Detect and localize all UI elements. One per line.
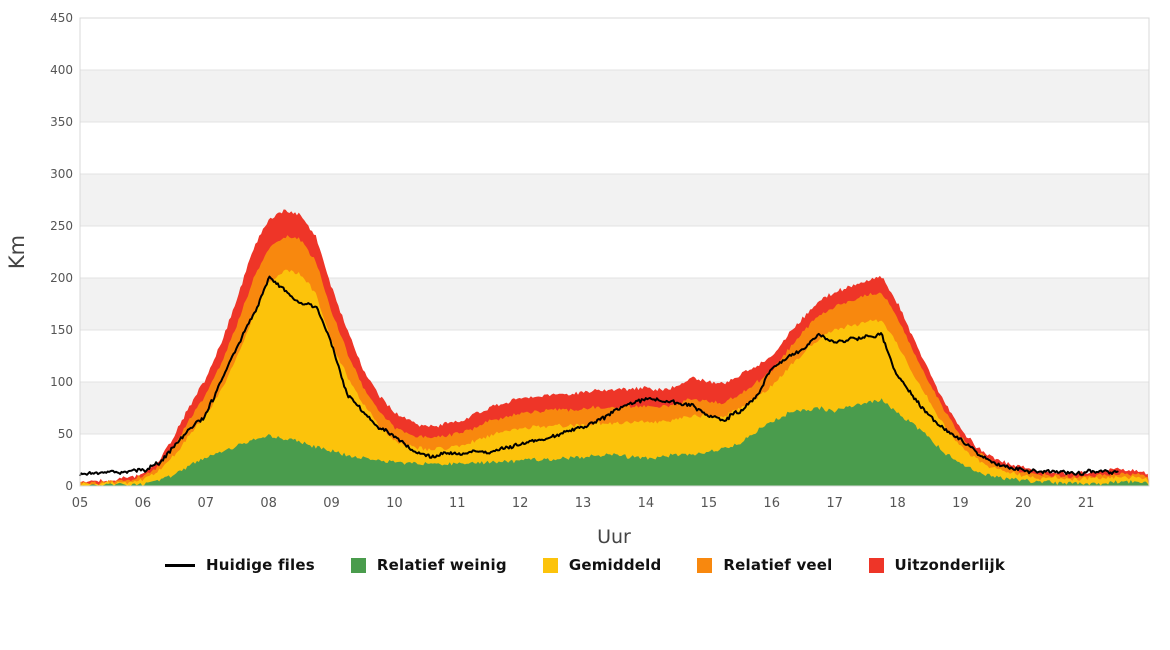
y-tick-label-50: 50 bbox=[58, 427, 73, 441]
y-tick-label-400: 400 bbox=[50, 63, 73, 77]
area-series-group bbox=[80, 209, 1149, 486]
legend-color-swatch-icon bbox=[350, 557, 366, 573]
x-tick-label-21: 21 bbox=[1078, 496, 1095, 511]
stripe-band bbox=[80, 70, 1149, 122]
y-tick-label-0: 0 bbox=[65, 479, 73, 493]
legend-item-label: Relatief veel bbox=[723, 556, 833, 574]
x-tick-label-13: 13 bbox=[575, 496, 592, 511]
x-tick-label-07: 07 bbox=[197, 496, 214, 511]
legend-color-swatch-icon bbox=[697, 557, 713, 573]
y-tick-label-150: 150 bbox=[50, 323, 73, 337]
y-tick-label-350: 350 bbox=[50, 115, 73, 129]
legend-line-swatch-icon bbox=[164, 563, 195, 567]
x-tick-label-15: 15 bbox=[701, 496, 718, 511]
x-tick-label-19: 19 bbox=[952, 496, 969, 511]
legend-item-uitzonderlijk[interactable]: Uitzonderlijk bbox=[868, 556, 1006, 574]
legend-color-swatch-icon bbox=[542, 557, 558, 573]
legend-item-label: Gemiddeld bbox=[568, 556, 662, 574]
y-tick-label-300: 300 bbox=[50, 167, 73, 181]
y-tick-label-100: 100 bbox=[50, 375, 73, 389]
legend: Huidige files Relatief weinig Gemiddeld Rel… bbox=[0, 556, 1170, 574]
x-tick-label-09: 09 bbox=[323, 496, 340, 511]
x-tick-label-16: 16 bbox=[763, 496, 780, 511]
stripe-band bbox=[80, 174, 1149, 226]
x-tick-label-08: 08 bbox=[260, 496, 277, 511]
y-tick-label-200: 200 bbox=[50, 271, 73, 285]
x-tick-label-06: 06 bbox=[135, 496, 152, 511]
x-axis-tick-labels: 05 06 07 08 09 10 11 12 13 14 15 16 17 18 19 20 21 bbox=[72, 496, 1095, 511]
legend-item-relatief-veel[interactable]: Relatief veel bbox=[697, 556, 832, 574]
x-axis-title: Uur bbox=[597, 526, 631, 548]
x-tick-label-14: 14 bbox=[638, 496, 655, 511]
line-huidige-files bbox=[79, 275, 1119, 477]
y-tick-label-250: 250 bbox=[50, 219, 73, 233]
line-series-group bbox=[79, 275, 1119, 477]
y-tick-label-450: 450 bbox=[50, 11, 73, 25]
x-tick-label-11: 11 bbox=[449, 496, 466, 511]
legend-item-label: Relatief weinig bbox=[376, 556, 507, 574]
x-tick-label-12: 12 bbox=[512, 496, 529, 511]
x-tick-label-18: 18 bbox=[889, 496, 906, 511]
legend-color-swatch-icon bbox=[868, 557, 884, 573]
y-axis-tick-labels: 0 50 100 150 200 250 300 350 400 450 bbox=[50, 11, 73, 493]
y-axis-title: Km bbox=[5, 235, 29, 269]
legend-item-label: Huidige files bbox=[205, 556, 315, 574]
x-tick-label-10: 10 bbox=[386, 496, 403, 511]
x-tick-label-20: 20 bbox=[1015, 496, 1032, 511]
area-relatief-weinig bbox=[80, 398, 1149, 486]
legend-item-gemiddeld[interactable]: Gemiddeld bbox=[542, 556, 662, 574]
x-tick-label-17: 17 bbox=[826, 496, 843, 511]
x-tick-label-05: 05 bbox=[72, 496, 89, 511]
legend-item-label: Uitzonderlijk bbox=[894, 556, 1006, 574]
legend-item-huidige-files[interactable]: Huidige files bbox=[164, 556, 315, 574]
plot-border bbox=[79, 17, 1150, 487]
legend-item-relatief-weinig[interactable]: Relatief weinig bbox=[350, 556, 507, 574]
